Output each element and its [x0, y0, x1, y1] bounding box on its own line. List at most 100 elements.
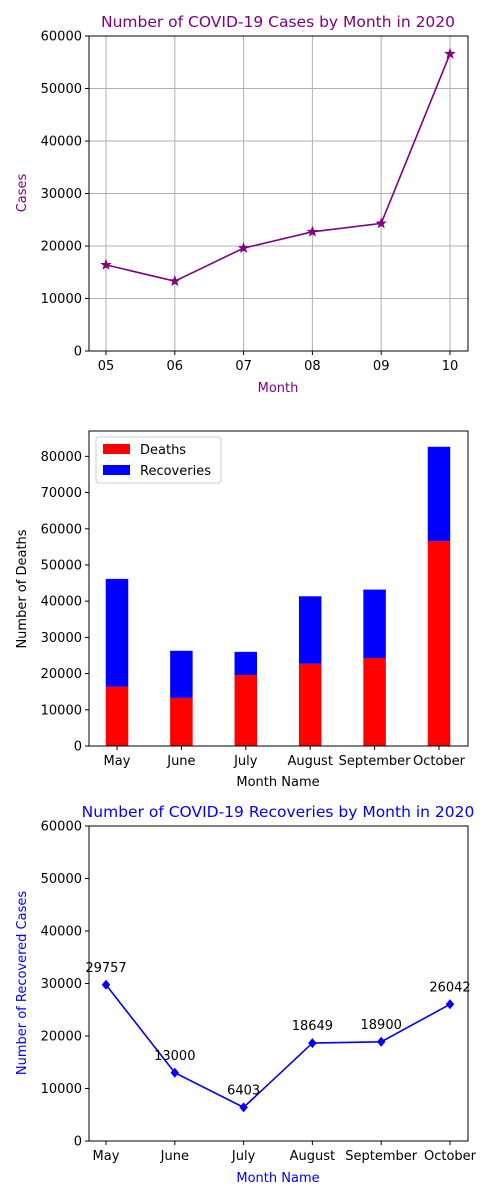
chart2-ytick-label: 70000 [41, 486, 82, 501]
chart3-xtick-label: July [231, 1149, 256, 1164]
chart3-ytick-label: 40000 [41, 925, 82, 940]
chart2-bar-recoveries [234, 651, 258, 676]
chart1-point [169, 275, 181, 287]
chart2-xlabel: Month Name [236, 775, 319, 790]
chart2-legend: Deaths Recoveries [95, 436, 222, 484]
deaths-recoveries-bar-chart: May June July August September October 0 10000… [15, 430, 469, 790]
chart2-ytick-label: 0 [74, 740, 82, 755]
chart2-xtick-label: September [339, 754, 412, 769]
chart3-ytick-label: 60000 [41, 820, 82, 835]
chart2-axes-frame [88, 430, 469, 747]
chart1-ylabel: Cases [15, 173, 30, 212]
chart2-bar-recoveries [427, 446, 451, 542]
chart1-ytick-label: 60000 [41, 30, 82, 45]
chart1-point [444, 47, 456, 59]
chart2-ylabel: Number of Deaths [15, 529, 30, 648]
chart1-ytick-label: 10000 [41, 292, 82, 307]
legend-label-recoveries: Recoveries [140, 464, 211, 479]
chart2-bar-recoveries [170, 650, 193, 698]
chart3-data-label: 18649 [292, 1019, 333, 1034]
chart1-ytick-label: 30000 [41, 187, 82, 202]
chart1-xtick-label: 05 [98, 359, 115, 374]
chart1-series-line [105, 53, 451, 283]
chart1-point [375, 217, 387, 229]
chart3-ytick-label: 20000 [41, 1030, 82, 1045]
chart1-xlabel: Month [258, 381, 299, 396]
chart2-xtick-label: August [287, 754, 333, 769]
chart2-ytick-label: 10000 [41, 703, 82, 718]
chart3-xtick-label: June [160, 1149, 189, 1164]
chart2-xtick-label: October [413, 754, 466, 769]
chart1-point [100, 258, 112, 270]
chart3-title: Number of COVID-19 Recoveries by Month i… [82, 803, 475, 821]
legend-label-deaths: Deaths [140, 443, 186, 458]
chart3-data-label: 26042 [429, 980, 470, 995]
chart2-ytick-label: 60000 [41, 522, 82, 537]
chart1-plot [100, 47, 456, 287]
chart3-x-ticks: May June July August September October [93, 1141, 477, 1164]
chart3-ytick-label: 10000 [41, 1082, 82, 1097]
chart3-point [239, 1102, 248, 1113]
chart3-series-line [105, 984, 451, 1109]
chart2-bar-deaths [234, 675, 258, 746]
chart2-bar-deaths [427, 541, 451, 746]
chart1-title: Number of COVID-19 Cases by Month in 202… [101, 13, 455, 31]
chart2-bar-deaths [298, 663, 322, 746]
chart3-point [376, 1036, 386, 1047]
chart2-ytick-label: 80000 [41, 450, 82, 465]
chart1-ytick-label: 40000 [41, 135, 82, 150]
chart2-bar-deaths [105, 686, 129, 746]
chart1-xtick-label: 06 [167, 359, 184, 374]
chart3-xtick-label: May [93, 1149, 120, 1164]
chart2-xtick-label: July [233, 754, 258, 769]
chart3-y-ticks: 0 10000 20000 30000 40000 50000 60000 [41, 820, 89, 1150]
chart1-point [237, 242, 250, 253]
chart2-x-ticks: May June July August September October [104, 746, 466, 769]
recoveries-line-chart: Number of COVID-19 Recoveries by Month i… [15, 803, 477, 1186]
cases-line-chart: Number of COVID-19 Cases by Month in 202… [15, 13, 469, 396]
chart1-xtick-label: 08 [304, 359, 321, 374]
chart3-ytick-label: 30000 [41, 977, 82, 992]
chart1-xtick-label: 09 [373, 359, 390, 374]
chart3-point [170, 1067, 180, 1078]
chart2-ytick-label: 50000 [41, 558, 82, 573]
chart1-xtick-label: 10 [442, 359, 459, 374]
chart1-xtick-label: 07 [235, 359, 252, 374]
chart2-ytick-label: 30000 [41, 631, 82, 646]
chart3-data-label: 18900 [361, 1018, 402, 1033]
chart3-data-label: 6403 [227, 1083, 260, 1098]
chart1-point [306, 225, 319, 237]
chart3-ylabel: Number of Recovered Cases [15, 891, 30, 1076]
chart2-bar-deaths [363, 658, 386, 746]
chart2-ytick-label: 40000 [41, 595, 82, 610]
chart3-data-label: 13000 [154, 1049, 195, 1064]
chart3-xlabel: Month Name [236, 1171, 319, 1186]
chart2-bar-recoveries [298, 596, 322, 664]
chart3-xtick-label: September [345, 1149, 418, 1164]
chart3-point [308, 1038, 317, 1049]
chart3-ytick-label: 50000 [41, 872, 82, 887]
chart1-ytick-label: 50000 [41, 82, 82, 97]
chart3-ytick-label: 0 [74, 1135, 82, 1150]
chart3-xtick-label: August [290, 1149, 336, 1164]
chart2-bar-deaths [170, 697, 193, 746]
chart2-ytick-label: 20000 [41, 667, 82, 682]
chart3-axes-frame [88, 825, 469, 1142]
chart2-bar-recoveries [363, 589, 386, 659]
chart1-grid [89, 35, 468, 352]
chart3-plot: 29757 13000 6403 18649 18900 26042 [85, 961, 471, 1113]
chart2-xtick-label: June [166, 754, 195, 769]
chart1-ytick-label: 0 [74, 345, 82, 360]
legend-swatch-recoveries [103, 465, 130, 475]
chart2-y-ticks: 0 10000 20000 30000 40000 50000 60000 70000 8000… [41, 450, 89, 755]
chart1-ytick-label: 20000 [41, 240, 82, 255]
chart1-y-ticks: 0 10000 20000 30000 40000 50000 60000 [41, 30, 89, 360]
chart3-point [445, 999, 455, 1010]
chart2-plot [105, 446, 451, 746]
chart2-xtick-label: May [104, 754, 131, 769]
chart3-xtick-label: October [424, 1149, 477, 1164]
chart1-x-ticks: 05 06 07 08 09 10 [98, 351, 459, 374]
chart2-bar-recoveries [105, 578, 129, 687]
legend-swatch-deaths [103, 444, 130, 454]
